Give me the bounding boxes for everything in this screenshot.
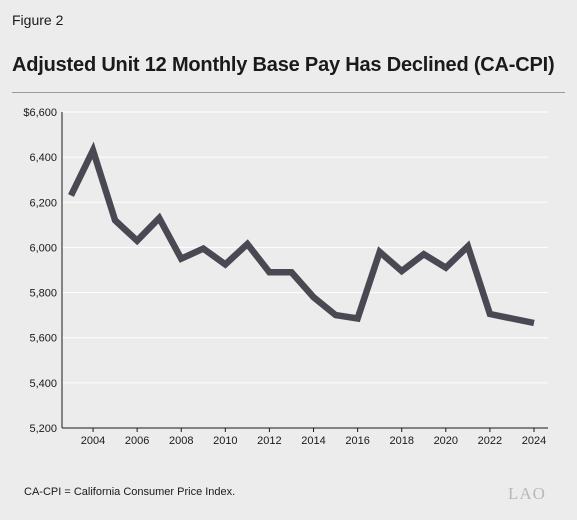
- footnote: CA-CPI = California Consumer Price Index…: [24, 486, 236, 498]
- y-axis-ticks: 5,200 5,400 5,600 5,800 6,000 6,200 6,400 $6,60…: [23, 107, 57, 435]
- gridlines: [62, 111, 548, 384]
- x-tick-label: 2010: [213, 435, 237, 447]
- x-tick-label: 2008: [169, 435, 193, 447]
- x-axis-ticks: 2004 2006 2008 2010 2012 2014 2016 2018 2020 2022…: [81, 428, 546, 447]
- lao-logo: LAO: [508, 484, 546, 503]
- x-tick-label: 2012: [257, 435, 281, 447]
- y-tick-label: 6,000: [29, 242, 57, 254]
- y-tick-label: 5,800: [29, 288, 57, 300]
- y-tick-label: 5,200: [29, 423, 57, 435]
- y-tick-label: 5,600: [29, 333, 57, 345]
- x-tick-label: 2018: [389, 435, 413, 447]
- x-tick-label: 2024: [522, 435, 546, 447]
- x-tick-label: 2016: [345, 435, 369, 447]
- x-tick-label: 2020: [434, 435, 458, 447]
- series-layer: [68, 141, 535, 327]
- y-tick-label: 6,200: [29, 197, 57, 209]
- series-line: [68, 141, 535, 327]
- x-tick-label: 2014: [301, 435, 325, 447]
- axes: [61, 112, 548, 429]
- chart-title: Adjusted Unit 12 Monthly Base Pay Has De…: [12, 54, 555, 76]
- x-tick-label: 2006: [125, 435, 149, 447]
- x-tick-label: 2022: [478, 435, 502, 447]
- y-tick-label: 5,400: [29, 378, 57, 390]
- title-divider: [12, 92, 565, 93]
- y-tick-label: 6,400: [29, 152, 57, 164]
- x-tick-label: 2004: [81, 435, 105, 447]
- line-chart: 5,200 5,400 5,600 5,800 6,000 6,200 6,400 $6,60…: [23, 107, 548, 447]
- figure-label: Figure 2: [12, 12, 64, 28]
- y-tick-label: $6,600: [23, 107, 57, 119]
